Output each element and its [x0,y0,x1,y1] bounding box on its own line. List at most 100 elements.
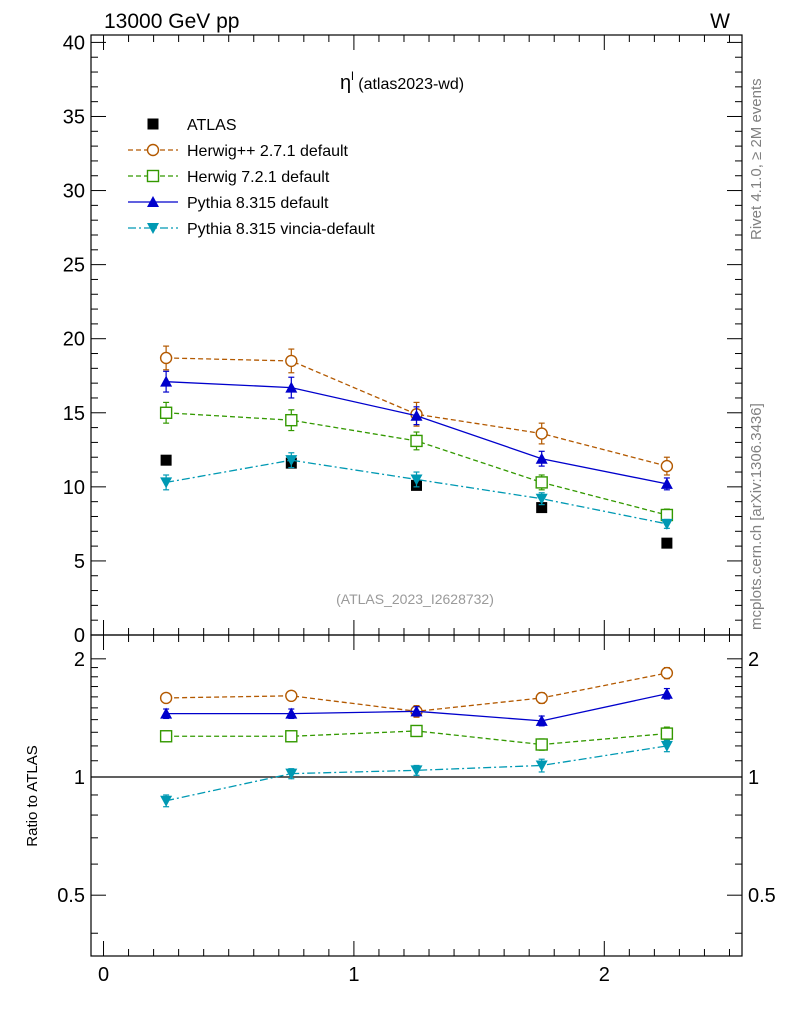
main-data-point [660,477,673,489]
main-y-tick-label: 15 [63,403,85,425]
ratio-series-herwig-7-2-1-default [159,724,674,751]
legend-entry-pythia-8-315-vincia-default: Pythia 8.315 vincia-default [128,221,375,238]
ratio-x-tick-label: 0 [98,964,109,986]
side-label-rivet: Rivet 4.1.0, ≥ 2M events [748,78,765,240]
ratio-y-tick-label: 2 [74,649,85,671]
ratio-series-line [165,745,667,802]
main-series-atlas [160,454,673,549]
legend-marker [147,118,159,130]
legend-entry-pythia-8-315-default: Pythia 8.315 default [128,195,329,212]
main-data-point [159,351,173,365]
main-data-point [535,493,548,505]
ratio-y-tick-label-right: 0.5 [748,885,776,907]
ratio-data-point [660,687,673,699]
ratio-y-tick-label: 1 [74,767,85,789]
ratio-y-tick-label: 0.5 [57,885,85,907]
header-process: 13000 GeV pp [104,10,239,33]
ratio-data-point [410,724,423,738]
plot-title: ηl (atlas2023-wd) [340,69,464,94]
ratio-x-tick-label: 2 [599,964,610,986]
plot-title-rest: (atlas2023-wd) [354,76,464,93]
main-series-layer [159,345,674,549]
ratio-data-point [535,760,548,772]
main-y-tick-label: 20 [63,329,85,351]
legend: ATLAS Herwig++ 2.7.1 default Herwig 7.2.1 … [128,117,375,238]
main-data-point [285,354,298,368]
plot-title-sup: l [351,69,354,83]
main-data-point [160,454,172,466]
main-y-tick-label: 25 [63,255,85,277]
ratio-series-pythia-8-315-vincia-default [160,739,673,808]
ratio-data-point [535,691,548,705]
main-data-point [285,455,298,467]
main-data-point [535,452,548,464]
ratio-data-point [535,738,548,751]
legend-marker [146,143,160,157]
legend-marker [147,223,159,234]
analysis-watermark: (ATLAS_2023_I2628732) [336,591,494,607]
ratio-data-point [285,730,298,743]
ratio-data-point [159,730,173,743]
legend-label: ATLAS [187,117,237,134]
legend-marker [146,169,160,183]
main-y-tick-label: 0 [74,625,85,647]
main-data-point [160,477,173,489]
main-data-point [160,375,173,387]
ratio-data-point [410,765,423,777]
ratio-series-layer [159,666,674,808]
ratio-data-point [535,714,548,726]
ratio-data-point [160,795,173,807]
header-channel: W [710,10,730,33]
main-series-herwig-7-2-1-default [159,401,674,522]
ratio-data-point [285,768,298,780]
ratio-data-point [285,689,298,703]
ratio-x-tick-label: 1 [348,964,359,986]
main-data-point [660,459,674,473]
main-series-pythia-8-315-vincia-default [160,452,673,530]
ratio-y-axis-label: Ratio to ATLAS [24,745,41,846]
main-y-tick-label: 5 [74,551,85,573]
legend-marker [147,196,159,207]
axes-layer: 0 5 10 15 20 25 30 35 40 0 1 2 0.5 0.5 1 1 2 2 [57,32,776,986]
ratio-data-point [159,691,173,705]
legend-entry-atlas: ATLAS [147,117,237,134]
main-data-point [285,413,298,427]
main-data-point [410,434,423,448]
legend-label: Herwig++ 2.7.1 default [187,143,349,160]
main-series-line [166,459,668,525]
ratio-data-point [410,705,423,717]
plot-title-symbol: η [340,72,351,94]
side-label-mcplots: mcplots.cern.ch [arXiv:1306.3436] [748,403,765,630]
ratio-data-point [660,727,674,740]
ratio-plot-frame [90,634,743,957]
main-data-point [285,381,298,393]
ratio-y-tick-label-right: 2 [748,649,759,671]
ratio-data-point [160,707,173,719]
legend-entry-herwig-7-2-1-default: Herwig 7.2.1 default [128,169,330,186]
main-data-point [536,502,548,514]
legend-label: Pythia 8.315 vincia-default [187,221,375,238]
main-y-tick-label: 10 [63,477,85,499]
ratio-data-point [660,740,673,752]
legend-label: Herwig 7.2.1 default [187,169,330,186]
legend-entry-herwig-2-7-1-default: Herwig++ 2.7.1 default [128,143,349,160]
ratio-y-tick-label-right: 1 [748,767,759,789]
main-series-line [166,412,668,516]
main-y-tick-label: 30 [63,181,85,203]
legend-label: Pythia 8.315 default [187,195,329,212]
main-data-point [159,406,173,419]
main-y-tick-label: 35 [63,106,85,128]
ratio-data-point [285,707,298,719]
main-series-pythia-8-315-default [160,370,673,491]
main-data-point [410,474,423,486]
main-data-point [410,409,423,421]
main-data-point [535,476,548,489]
ratio-data-point [660,666,674,680]
main-data-point [535,427,548,440]
main-data-point [660,518,673,530]
ratio-series-pythia-8-315-default [160,687,673,727]
main-data-point [661,537,673,549]
main-series-line [166,357,668,467]
main-y-tick-label: 40 [63,32,85,54]
